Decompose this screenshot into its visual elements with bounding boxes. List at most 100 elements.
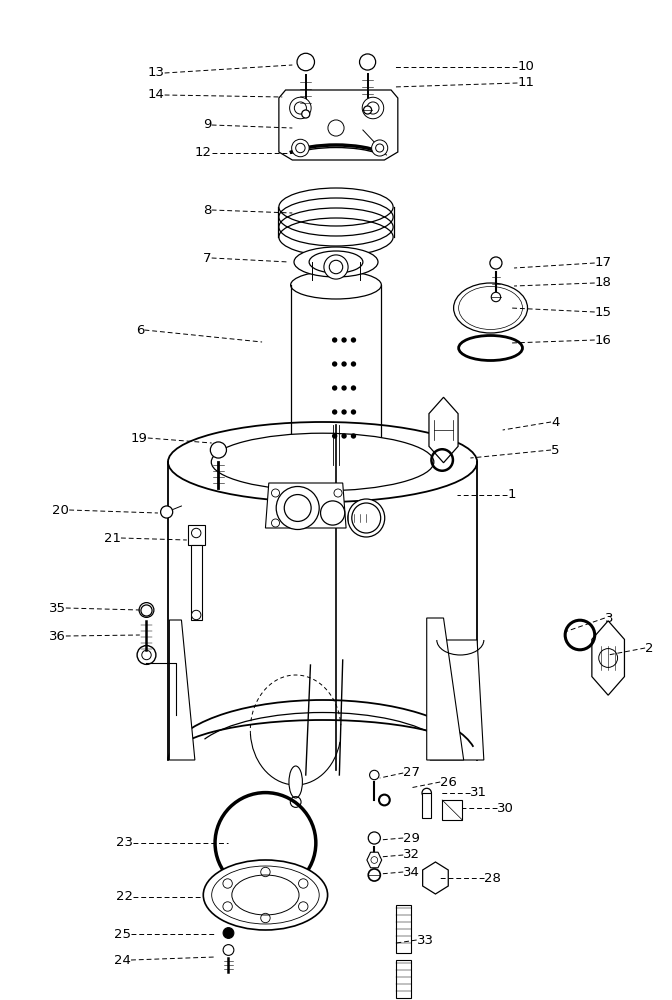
Circle shape: [360, 54, 376, 70]
Text: 12: 12: [195, 146, 212, 159]
Circle shape: [332, 385, 337, 391]
Ellipse shape: [454, 283, 528, 333]
Bar: [422, 793, 431, 818]
Text: 2: 2: [645, 642, 654, 654]
Text: 4: 4: [551, 416, 559, 428]
Circle shape: [139, 603, 154, 617]
Ellipse shape: [290, 446, 382, 474]
Circle shape: [332, 337, 337, 343]
Text: 34: 34: [403, 865, 420, 879]
Text: 33: 33: [417, 934, 433, 946]
Polygon shape: [367, 852, 382, 868]
Text: 27: 27: [403, 766, 420, 780]
Ellipse shape: [203, 860, 328, 930]
Text: 32: 32: [403, 848, 420, 861]
Circle shape: [372, 140, 388, 156]
Circle shape: [328, 120, 344, 136]
Ellipse shape: [279, 188, 393, 226]
Circle shape: [276, 486, 319, 530]
Circle shape: [332, 433, 337, 439]
Circle shape: [296, 143, 305, 153]
Polygon shape: [279, 90, 398, 160]
Text: 7: 7: [203, 251, 212, 264]
Text: 14: 14: [148, 89, 165, 102]
Text: 16: 16: [595, 334, 612, 347]
Ellipse shape: [168, 422, 477, 502]
Circle shape: [192, 610, 201, 620]
Ellipse shape: [294, 247, 378, 277]
Ellipse shape: [211, 433, 434, 491]
Text: 18: 18: [595, 276, 612, 290]
Circle shape: [302, 110, 310, 118]
Polygon shape: [169, 620, 195, 760]
Text: 21: 21: [104, 532, 121, 544]
Circle shape: [332, 409, 337, 415]
Text: 13: 13: [148, 66, 165, 80]
Circle shape: [341, 385, 347, 391]
Circle shape: [490, 257, 502, 269]
Polygon shape: [592, 621, 624, 695]
Circle shape: [271, 489, 280, 497]
Text: 28: 28: [484, 871, 501, 884]
Text: 6: 6: [136, 324, 144, 336]
Circle shape: [341, 409, 347, 415]
Ellipse shape: [289, 766, 302, 798]
Polygon shape: [265, 483, 346, 528]
Circle shape: [292, 139, 309, 157]
Circle shape: [334, 489, 342, 497]
Text: 15: 15: [595, 306, 612, 318]
Circle shape: [341, 433, 347, 439]
Text: 1: 1: [507, 488, 516, 502]
Circle shape: [223, 928, 234, 938]
Circle shape: [351, 385, 356, 391]
Circle shape: [351, 361, 356, 367]
Ellipse shape: [352, 503, 380, 533]
Circle shape: [376, 144, 384, 152]
Text: 19: 19: [131, 432, 148, 444]
Text: 8: 8: [204, 204, 212, 217]
Text: 3: 3: [605, 611, 614, 624]
Circle shape: [324, 255, 348, 279]
Circle shape: [284, 495, 311, 521]
Circle shape: [370, 770, 379, 780]
Circle shape: [351, 337, 356, 343]
Text: 36: 36: [49, 630, 66, 643]
Bar: [191, 545, 202, 620]
Circle shape: [341, 337, 347, 343]
Circle shape: [367, 102, 379, 114]
Text: 20: 20: [52, 504, 69, 516]
Text: 31: 31: [470, 786, 487, 800]
Circle shape: [351, 409, 356, 415]
Polygon shape: [427, 618, 464, 760]
Polygon shape: [423, 862, 448, 894]
Circle shape: [290, 97, 311, 119]
Circle shape: [271, 519, 280, 527]
Text: 5: 5: [551, 444, 560, 456]
Text: 30: 30: [497, 802, 514, 814]
Polygon shape: [430, 640, 484, 760]
Polygon shape: [429, 397, 458, 463]
Circle shape: [362, 97, 384, 119]
Text: 10: 10: [517, 60, 534, 74]
Text: 26: 26: [440, 776, 457, 788]
Bar: [396, 905, 411, 953]
Text: 17: 17: [595, 256, 612, 269]
Circle shape: [491, 292, 501, 302]
Bar: [396, 960, 411, 998]
Ellipse shape: [309, 251, 363, 273]
Text: 9: 9: [204, 118, 212, 131]
Text: 11: 11: [517, 77, 534, 90]
Text: 24: 24: [114, 954, 131, 966]
Text: 23: 23: [116, 836, 133, 850]
Circle shape: [321, 501, 345, 525]
Ellipse shape: [348, 499, 384, 537]
Circle shape: [332, 361, 337, 367]
Circle shape: [364, 106, 372, 114]
Ellipse shape: [458, 286, 523, 330]
Circle shape: [223, 945, 234, 955]
Circle shape: [161, 506, 173, 518]
Text: 29: 29: [403, 832, 420, 844]
Circle shape: [351, 433, 356, 439]
Circle shape: [210, 442, 226, 458]
Circle shape: [329, 260, 343, 274]
